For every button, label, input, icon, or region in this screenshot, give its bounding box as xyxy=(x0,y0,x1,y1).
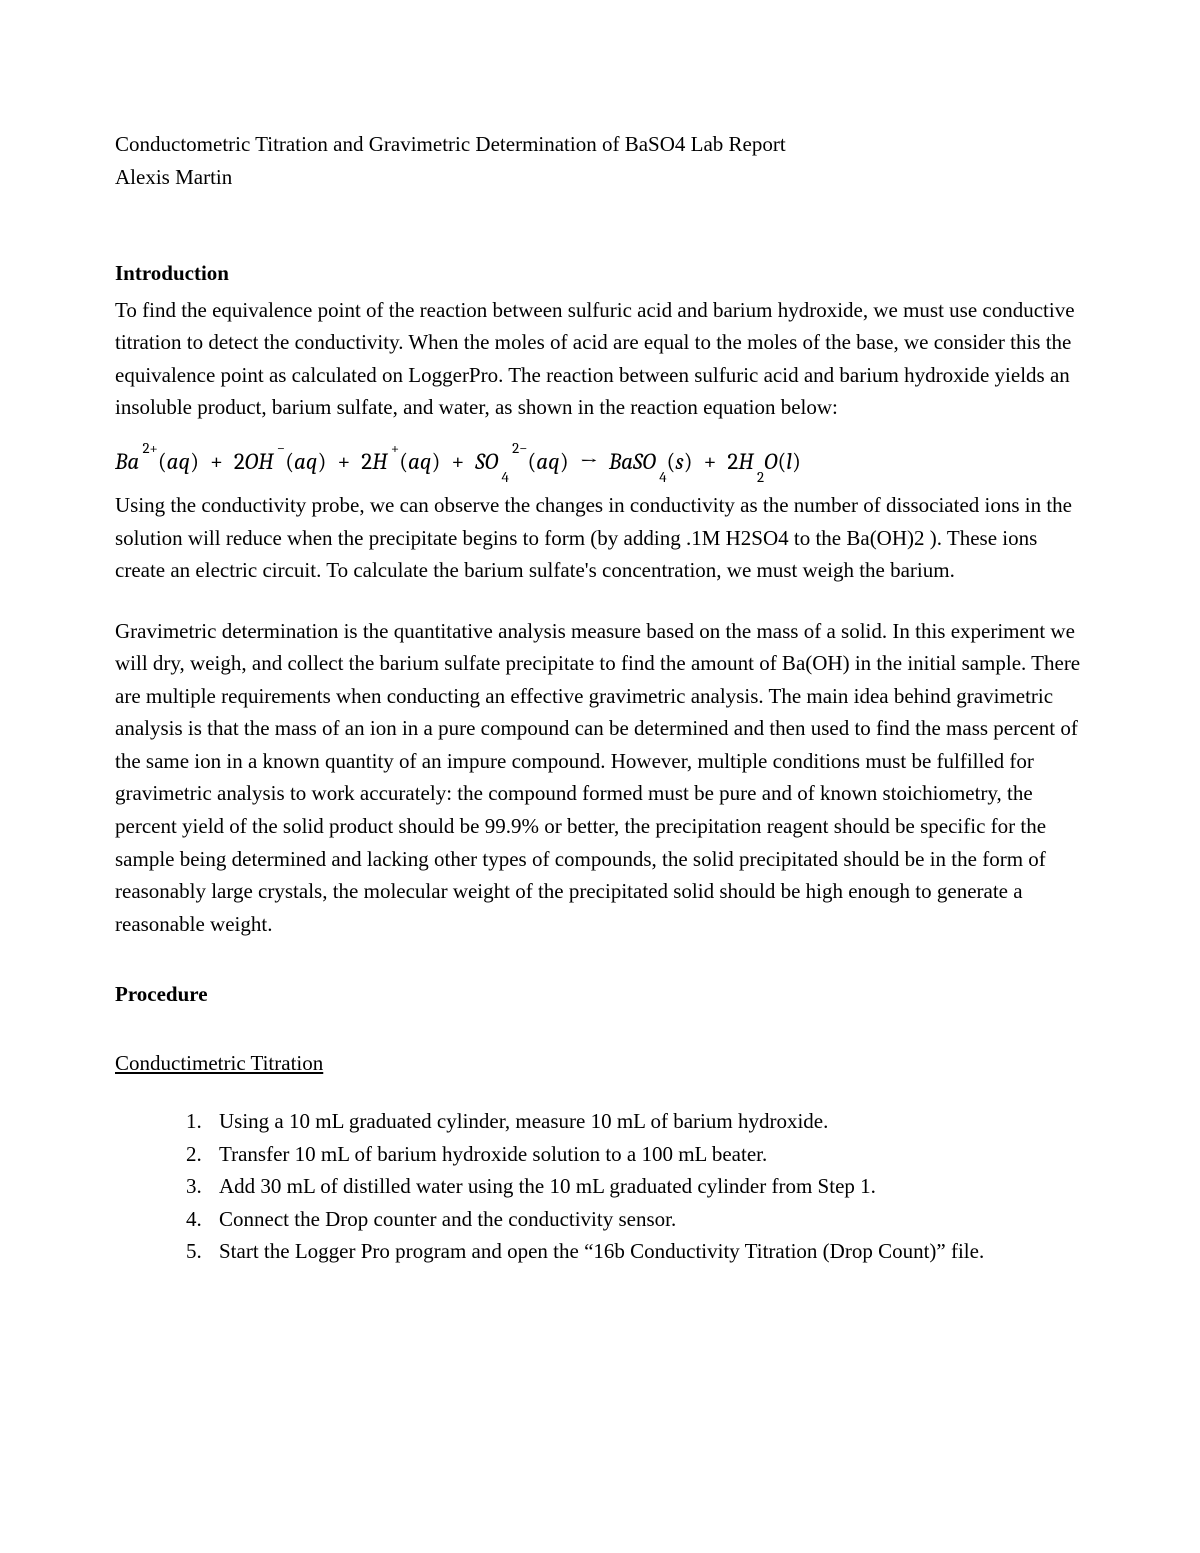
eq-coef: 2 xyxy=(727,448,738,475)
eq-symbol: H xyxy=(372,448,387,475)
eq-sub: 4 xyxy=(659,469,666,486)
eq-plus: + xyxy=(698,448,723,475)
eq-rparen: ) xyxy=(190,448,199,475)
eq-reactant-4: SO 4 2−(aq) xyxy=(475,448,573,475)
procedure-step: Add 30 mL of distilled water using the 1… xyxy=(207,1170,1085,1203)
intro-paragraph-2: Using the conductivity probe, we can obs… xyxy=(115,489,1085,587)
eq-charge: 2+ xyxy=(142,440,157,457)
eq-symbol: BaSO xyxy=(609,448,656,475)
procedure-heading: Procedure xyxy=(115,978,1085,1011)
eq-reactant-1: Ba 2+(aq) xyxy=(115,448,204,475)
eq-reactant-3: 2H +(aq) xyxy=(361,448,445,475)
eq-coef: 2 xyxy=(234,448,245,475)
eq-state: s xyxy=(675,448,683,475)
doc-author: Alexis Martin xyxy=(115,161,1085,194)
eq-symbol: O xyxy=(764,448,777,475)
eq-product-2: 2H 2O(l) xyxy=(727,448,801,475)
eq-lparen: ( xyxy=(399,448,408,475)
eq-state: aq xyxy=(167,448,191,475)
reaction-equation: Ba 2+(aq) + 2OH −(aq) + 2H +(aq) + SO 4 … xyxy=(115,450,1085,479)
eq-product-1: BaSO 4(s) xyxy=(609,448,698,475)
eq-lparen: ( xyxy=(285,448,294,475)
procedure-subheading-1: Conductimetric Titration xyxy=(115,1047,1085,1080)
eq-coef: 2 xyxy=(361,448,372,475)
procedure-step: Transfer 10 mL of barium hydroxide solut… xyxy=(207,1138,1085,1171)
eq-lparen: ( xyxy=(777,448,786,475)
procedure-step: Start the Logger Pro program and open th… xyxy=(207,1235,1085,1268)
eq-state: aq xyxy=(294,448,318,475)
eq-rparen: ) xyxy=(684,448,693,475)
eq-sub: 2 xyxy=(757,469,764,486)
document-page: Conductometric Titration and Gravimetric… xyxy=(0,0,1200,1553)
eq-symbol: OH xyxy=(245,448,274,475)
eq-lparen: ( xyxy=(158,448,167,475)
eq-charge: − xyxy=(277,440,285,457)
eq-reactant-2: 2OH −(aq) xyxy=(234,448,332,475)
eq-symbol: Ba xyxy=(115,448,139,475)
eq-state: aq xyxy=(536,448,560,475)
eq-symbol: SO xyxy=(475,448,498,475)
eq-charge: + xyxy=(391,440,399,457)
eq-lparen: ( xyxy=(527,448,536,475)
eq-arrow: → xyxy=(574,448,604,475)
eq-rparen: ) xyxy=(560,448,569,475)
eq-rparen: ) xyxy=(432,448,441,475)
procedure-steps-list: Using a 10 mL graduated cylinder, measur… xyxy=(115,1105,1085,1268)
eq-rparen: ) xyxy=(318,448,327,475)
eq-charge: 2− xyxy=(512,440,527,457)
eq-rparen: ) xyxy=(792,448,801,475)
eq-plus: + xyxy=(445,448,470,475)
intro-paragraph-3: Gravimetric determination is the quantit… xyxy=(115,615,1085,940)
eq-symbol: H xyxy=(738,448,753,475)
eq-sub: 4 xyxy=(501,469,508,486)
doc-title: Conductometric Titration and Gravimetric… xyxy=(115,128,1085,161)
eq-state: aq xyxy=(408,448,432,475)
eq-plus: + xyxy=(204,448,229,475)
eq-plus: + xyxy=(331,448,356,475)
intro-paragraph-1: To find the equivalence point of the rea… xyxy=(115,294,1085,424)
intro-heading: Introduction xyxy=(115,257,1085,290)
procedure-step: Using a 10 mL graduated cylinder, measur… xyxy=(207,1105,1085,1138)
procedure-step: Connect the Drop counter and the conduct… xyxy=(207,1203,1085,1236)
